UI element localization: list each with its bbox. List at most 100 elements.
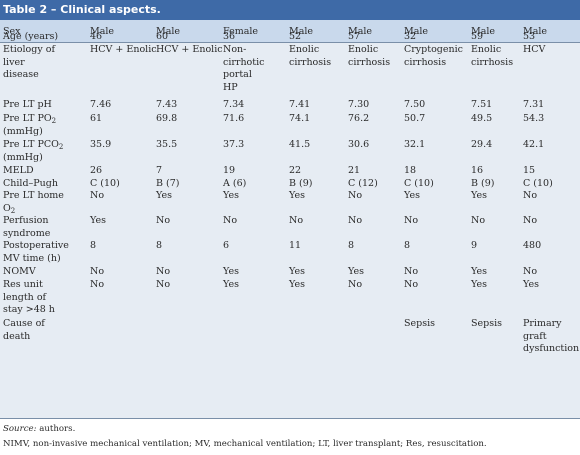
table-cell: Cryptogenic cirrhosis <box>404 44 463 68</box>
table-cell: 16 <box>471 165 484 176</box>
row-label: Child–Pugh <box>3 178 59 189</box>
row-label: Perfusion syndrome <box>3 215 51 239</box>
table-cell: C (10) <box>90 178 120 189</box>
table-cell: B (9) <box>289 178 313 189</box>
table-cell: Yes <box>523 279 539 290</box>
table-cell: Yes <box>289 190 305 201</box>
table-cell: 61 <box>90 113 103 124</box>
table-cell: Yes <box>223 266 239 277</box>
table-cell: 60 <box>156 31 169 42</box>
table-cell: 8 <box>90 240 97 251</box>
table-cell: Yes <box>223 190 239 201</box>
header-patient-8: Male <box>523 26 548 37</box>
table-cell: Enolic cirrhosis <box>471 44 514 68</box>
table-cell: 53 <box>523 31 536 42</box>
table-cell: Primary graft dysfunction <box>523 318 580 355</box>
table-cell: Yes <box>471 266 487 277</box>
table-cell: Yes <box>223 279 239 290</box>
table-cell: 480 <box>523 240 542 251</box>
table-cell: Non- cirrhotic portal HP <box>223 44 265 93</box>
table-cell: 59 <box>471 31 484 42</box>
table-cell: 42.1 <box>523 139 545 150</box>
table-cell: 7.34 <box>223 99 245 110</box>
table-cell: 30.6 <box>348 139 370 150</box>
source-text: authors. <box>36 424 76 434</box>
table-cell: 69.8 <box>156 113 178 124</box>
table-cell: No <box>90 266 105 277</box>
source-note: Source: authors. <box>3 424 75 435</box>
header-patient-5: Male <box>348 26 373 37</box>
table-cell: HCV + Enolic <box>156 44 223 55</box>
table-cell: 32 <box>404 31 417 42</box>
row-label: Res unit length of stay >48 h <box>3 279 55 316</box>
row-label: Pre LT PO2 (mmHg) <box>3 113 57 137</box>
table-cell: Yes <box>90 215 106 226</box>
table-cell: 19 <box>223 165 236 176</box>
table-cell: 11 <box>289 240 302 251</box>
table-cell: Yes <box>471 190 487 201</box>
table-cell: 35.5 <box>156 139 178 150</box>
table-cell: No <box>471 215 486 226</box>
table-cell: B (9) <box>471 178 495 189</box>
table-cell: No <box>156 215 171 226</box>
row-label: Etiology of liver disease <box>3 44 55 81</box>
table-cell: Yes <box>404 190 420 201</box>
table-title: Table 2 – Clinical aspects. <box>0 0 580 20</box>
table-cell: No <box>156 266 171 277</box>
table-cell: 32.1 <box>404 139 426 150</box>
table-cell: HCV <box>523 44 546 55</box>
table-header-row <box>0 20 580 42</box>
table-cell: 74.1 <box>289 113 311 124</box>
table-cell: No <box>90 279 105 290</box>
table-cell: No <box>289 215 304 226</box>
table-cell: 7 <box>156 165 163 176</box>
table-cell: Yes <box>289 279 305 290</box>
table-cell: 22 <box>289 165 302 176</box>
table-cell: Sepsis <box>471 318 503 329</box>
table-cell: 50.7 <box>404 113 426 124</box>
table-cell: 7.50 <box>404 99 426 110</box>
header-patient-1: Male <box>90 26 115 37</box>
source-label: Source: <box>3 424 37 434</box>
row-label: Pre LT home O2 <box>3 190 64 215</box>
header-patient-6: Male <box>404 26 429 37</box>
table-cell: Enolic cirrhosis <box>348 44 391 68</box>
table-cell: No <box>523 215 538 226</box>
table-cell: 6 <box>223 240 230 251</box>
table-bottom-rule <box>0 418 580 419</box>
table-cell: No <box>404 266 419 277</box>
header-patient-7: Male <box>471 26 496 37</box>
table-cell: 7.43 <box>156 99 178 110</box>
table-cell: 7.41 <box>289 99 311 110</box>
table-cell: No <box>90 190 105 201</box>
clinical-table: Sex Male Male Female Male Male Male Male Male Age… <box>0 20 580 419</box>
table-cell: Yes <box>471 279 487 290</box>
table-cell: 21 <box>348 165 361 176</box>
row-label: NOMV <box>3 266 36 277</box>
header-patient-4: Male <box>289 26 314 37</box>
table-cell: No <box>404 215 419 226</box>
table-cell: C (12) <box>348 178 378 189</box>
table-cell: 29.4 <box>471 139 493 150</box>
table-cell: 46 <box>90 31 103 42</box>
table-cell: No <box>348 215 363 226</box>
header-patient-2: Male <box>156 26 181 37</box>
table-cell: 49.5 <box>471 113 493 124</box>
table-cell: 71.6 <box>223 113 245 124</box>
row-label: Pre LT pH <box>3 99 52 110</box>
table-cell: Sepsis <box>404 318 436 329</box>
table-cell: Yes <box>348 266 364 277</box>
table-cell: No <box>523 266 538 277</box>
table-cell: 37.3 <box>223 139 245 150</box>
table-cell: C (10) <box>523 178 553 189</box>
table-cell: HCV + Enolic <box>90 44 157 55</box>
table-cell: Enolic cirrhosis <box>289 44 332 68</box>
table-cell: Yes <box>289 266 305 277</box>
abbreviations-note: NIMV, non-invasive mechanical ventilatio… <box>3 439 487 449</box>
table-cell: 8 <box>156 240 163 251</box>
table-cell: 7.30 <box>348 99 370 110</box>
header-label-sex: Sex <box>3 26 21 37</box>
table-cell: No <box>523 190 538 201</box>
table-cell: 7.46 <box>90 99 112 110</box>
